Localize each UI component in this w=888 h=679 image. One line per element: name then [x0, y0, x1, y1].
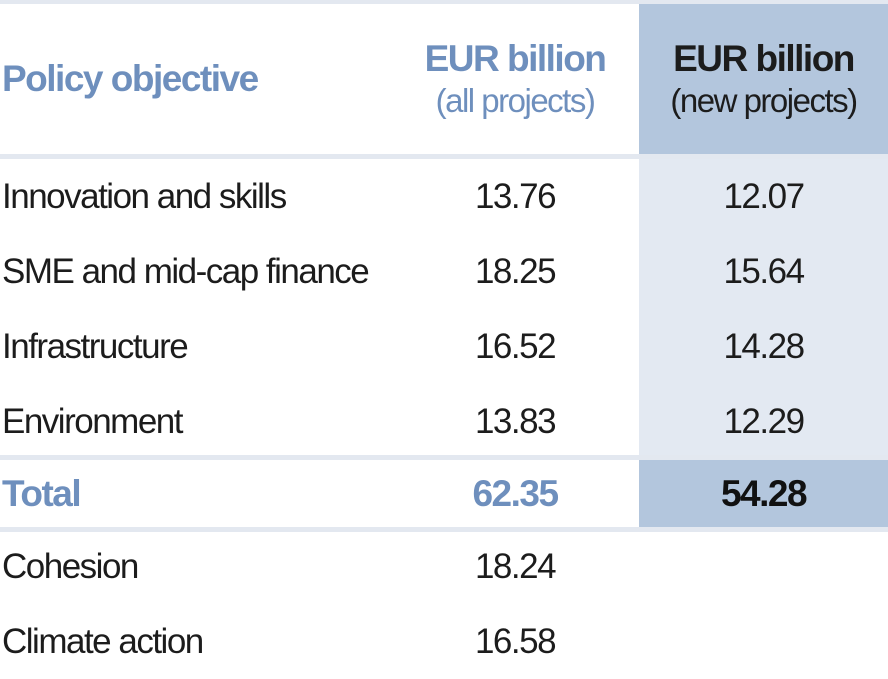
row-all-projects-value: 18.25	[474, 251, 557, 291]
table-row: Innovation and skills 13.76 12.07	[0, 159, 888, 234]
table-header: Policy objective EUR billion (all projec…	[0, 4, 888, 154]
row-new-projects-value: 12.07	[639, 159, 888, 234]
row-all-projects-value: 16.52	[474, 326, 557, 366]
row-objective: Innovation and skills	[2, 176, 287, 216]
table-row: SME and mid-cap finance 18.25 15.64	[0, 234, 888, 309]
header-divider	[0, 154, 888, 159]
header-new-projects-title: EUR billion	[673, 38, 855, 79]
row-objective: Environment	[2, 401, 183, 441]
row-new-projects-value: 15.64	[639, 234, 888, 309]
row-objective: SME and mid-cap finance	[2, 251, 370, 291]
row-new-projects-value: 12.29	[639, 384, 888, 459]
table-row: Infrastructure 16.52 14.28	[0, 309, 888, 384]
header-all-projects-cell: EUR billion (all projects)	[400, 4, 630, 154]
row-objective: Infrastructure	[2, 326, 189, 366]
total-all-projects-value: 62.35	[472, 472, 559, 514]
top-rule	[0, 0, 888, 4]
total-row: Total 62.35 54.28	[0, 460, 888, 527]
row-new-projects-value: 14.28	[639, 309, 888, 384]
total-new-projects-value: 54.28	[639, 460, 888, 527]
row-all-projects-value: 13.76	[474, 176, 557, 216]
header-all-projects-subtitle: (all projects)	[435, 82, 596, 120]
total-divider-bottom	[0, 527, 888, 532]
row-objective: Cohesion	[2, 546, 139, 586]
header-new-projects-cell: EUR billion (new projects)	[639, 4, 888, 154]
header-policy-objective: Policy objective	[2, 58, 259, 99]
total-label: Total	[2, 472, 82, 514]
header-new-projects-subtitle: (new projects)	[670, 82, 858, 120]
row-all-projects-value: 16.58	[474, 621, 557, 661]
table-row: Environment 13.83 12.29	[0, 384, 888, 459]
row-all-projects-value: 13.83	[474, 401, 557, 441]
row-objective: Climate action	[2, 621, 204, 661]
header-all-projects-title: EUR billion	[424, 38, 607, 79]
row-all-projects-value: 18.24	[474, 546, 557, 586]
header-objective-cell: Policy objective	[0, 4, 400, 154]
table-row: Climate action 16.58	[0, 604, 888, 679]
total-divider-top	[0, 455, 888, 460]
table-row: Cohesion 18.24	[0, 529, 888, 604]
